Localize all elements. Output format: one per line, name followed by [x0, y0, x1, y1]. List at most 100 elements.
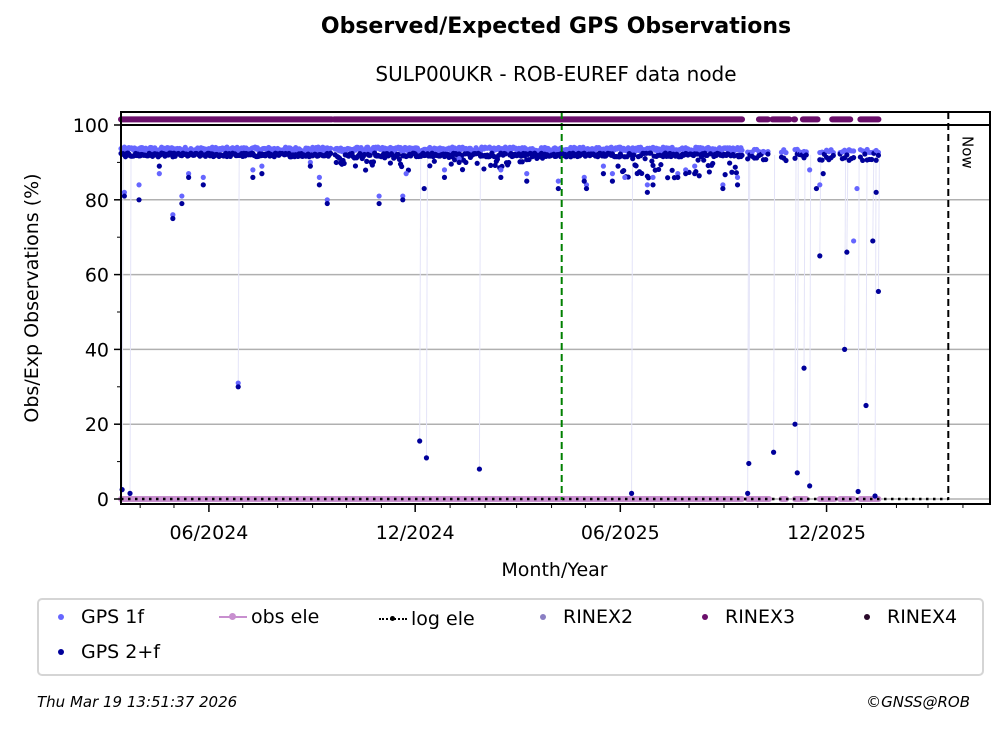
- gps1f-outlier: [817, 182, 823, 188]
- gps2f-outlier: [628, 490, 635, 496]
- gps2f-point: [696, 173, 702, 179]
- gps2f-point: [745, 156, 751, 162]
- gps2f-point: [695, 157, 701, 163]
- connector-line: [773, 154, 776, 453]
- gps2f-point: [633, 163, 639, 169]
- gps2f-point: [645, 175, 652, 181]
- gps2f-outlier: [720, 185, 726, 192]
- gps1f-outlier: [250, 167, 256, 173]
- connector-line: [794, 154, 797, 425]
- connector-line: [747, 154, 750, 494]
- gps1f-point: [783, 150, 789, 156]
- gps2f-point: [765, 151, 771, 157]
- legend-item-rinex2[interactable]: RINEX2: [531, 606, 633, 628]
- connector-line: [631, 154, 634, 494]
- gps2f-outlier: [316, 182, 322, 188]
- gps2f-point: [427, 163, 433, 169]
- legend-label: RINEX4: [887, 606, 958, 628]
- connector-line: [121, 154, 124, 490]
- gps2f-point: [341, 160, 347, 166]
- gps2f-outlier: [581, 178, 587, 184]
- connector-line: [846, 154, 849, 253]
- y-tick-label: 80: [85, 190, 109, 212]
- gps2f-outlier: [817, 253, 823, 259]
- gps1f-outlier: [581, 174, 587, 180]
- gps2f-point: [729, 169, 735, 175]
- gps2f-point: [783, 157, 789, 164]
- gps2f-point: [367, 152, 373, 158]
- gps2f-point: [701, 157, 707, 163]
- connector-line: [809, 154, 812, 486]
- obs-ele-marker-icon: [219, 607, 247, 627]
- gps1f-outlier: [524, 171, 530, 177]
- gps2f-outlier: [376, 200, 382, 207]
- gps2f-point: [642, 156, 648, 162]
- legend-label: GPS 2+f: [81, 641, 160, 663]
- gps2f-point: [631, 152, 637, 158]
- connector-line: [129, 154, 132, 494]
- legend-item-log-ele[interactable]: log ele: [379, 608, 475, 630]
- gps1f-outlier: [121, 189, 127, 195]
- gps1f-outlier: [403, 171, 409, 177]
- gps1f-outlier: [854, 185, 860, 192]
- gps1f-outlier: [622, 174, 628, 180]
- gps2f-point: [862, 151, 868, 157]
- gps2f-point: [502, 151, 508, 157]
- legend-item-obs-ele[interactable]: obs ele: [219, 606, 319, 628]
- legend-item-gps2f[interactable]: GPS 2+f: [49, 641, 160, 663]
- gps2f-outlier: [307, 163, 313, 169]
- gps2f-point: [727, 160, 733, 166]
- rinex2-marker-icon: [531, 607, 559, 627]
- gps2f-outlier: [170, 215, 176, 222]
- gps2f-outlier: [794, 470, 800, 476]
- gps2f-point: [448, 161, 454, 167]
- legend-item-rinex3[interactable]: RINEX3: [693, 606, 795, 628]
- gps2f-point: [851, 155, 857, 161]
- gps1f-outlier: [644, 182, 650, 188]
- gps2f-outlier: [820, 171, 826, 177]
- y-tick-label: 20: [85, 414, 109, 436]
- connector-line: [857, 154, 860, 492]
- gps1f-outlier: [675, 171, 681, 177]
- gps1f-outlier: [734, 174, 741, 180]
- copyright: ©GNSS@ROB: [866, 693, 970, 711]
- gps2f-outlier: [644, 189, 650, 195]
- legend: GPS 1f obs ele log ele RINEX2 RINEX3 RIN…: [37, 598, 984, 676]
- gps1f-outlier: [807, 167, 813, 173]
- connector-line: [803, 154, 806, 369]
- gps1f-outlier: [720, 182, 726, 188]
- connector-line: [865, 154, 868, 406]
- gps2f-outlier: [792, 421, 798, 427]
- gps2f-marker-icon: [49, 642, 77, 662]
- gps2f-outlier: [842, 346, 848, 352]
- gps1f-point: [851, 148, 857, 154]
- gps1f-outlier: [650, 174, 656, 180]
- gps2f-point: [869, 156, 875, 163]
- gps2f-point: [733, 170, 740, 176]
- gps2f-point: [739, 152, 745, 158]
- gps2f-outlier: [250, 174, 256, 180]
- gps1f-outlier: [400, 193, 406, 199]
- connector-line: [872, 154, 875, 241]
- x-axis-label: Month/Year: [501, 559, 607, 581]
- legend-item-rinex4[interactable]: RINEX4: [855, 606, 957, 628]
- gps1f-outlier: [136, 182, 142, 188]
- gps2f-point: [830, 152, 836, 159]
- gps2f-outlier: [456, 159, 462, 165]
- gps2f-point: [333, 159, 339, 166]
- gps2f-point: [506, 159, 512, 166]
- gps1f-outlier: [156, 171, 162, 177]
- rinex4-marker-icon: [855, 607, 883, 627]
- gps2f-point: [399, 163, 405, 170]
- gps2f-outlier: [324, 200, 330, 207]
- chart-title: Observed/Expected GPS Observations: [320, 14, 792, 39]
- gps1f-outlier: [307, 159, 313, 165]
- connector-line: [419, 154, 422, 442]
- x-tick-label: 06/2024: [169, 522, 248, 544]
- gps2f-outlier: [746, 460, 752, 467]
- gps2f-point: [396, 156, 402, 162]
- gps2f-point: [370, 159, 377, 165]
- gps2f-point: [792, 155, 798, 161]
- legend-item-gps1f[interactable]: GPS 1f: [49, 606, 144, 628]
- gps2f-point: [615, 163, 621, 169]
